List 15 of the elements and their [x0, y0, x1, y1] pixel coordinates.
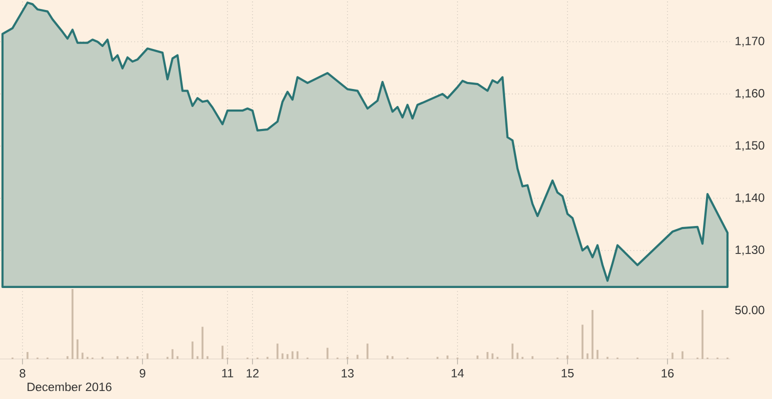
y-tick-label: 1,150	[736, 141, 764, 152]
x-axis-title: December 2016	[28, 382, 112, 392]
x-tick-label: 13	[342, 369, 354, 378]
x-tick-label: 16	[662, 369, 674, 378]
x-tick-label: 12	[246, 369, 259, 378]
x-tick-label: 15	[562, 369, 574, 378]
x-tick-label: 9	[140, 369, 146, 378]
y-tick-label: 1,170	[736, 36, 764, 47]
x-tick-label: 8	[20, 369, 26, 378]
y-tick-label: 1,160	[736, 88, 764, 99]
text: 50.00	[735, 306, 764, 314]
y-tick-label: 1,140	[736, 193, 764, 204]
y-tick-label: 1,130	[736, 246, 764, 256]
x-tick-label: 14	[452, 369, 464, 378]
x-tick-label: 11	[222, 369, 234, 378]
